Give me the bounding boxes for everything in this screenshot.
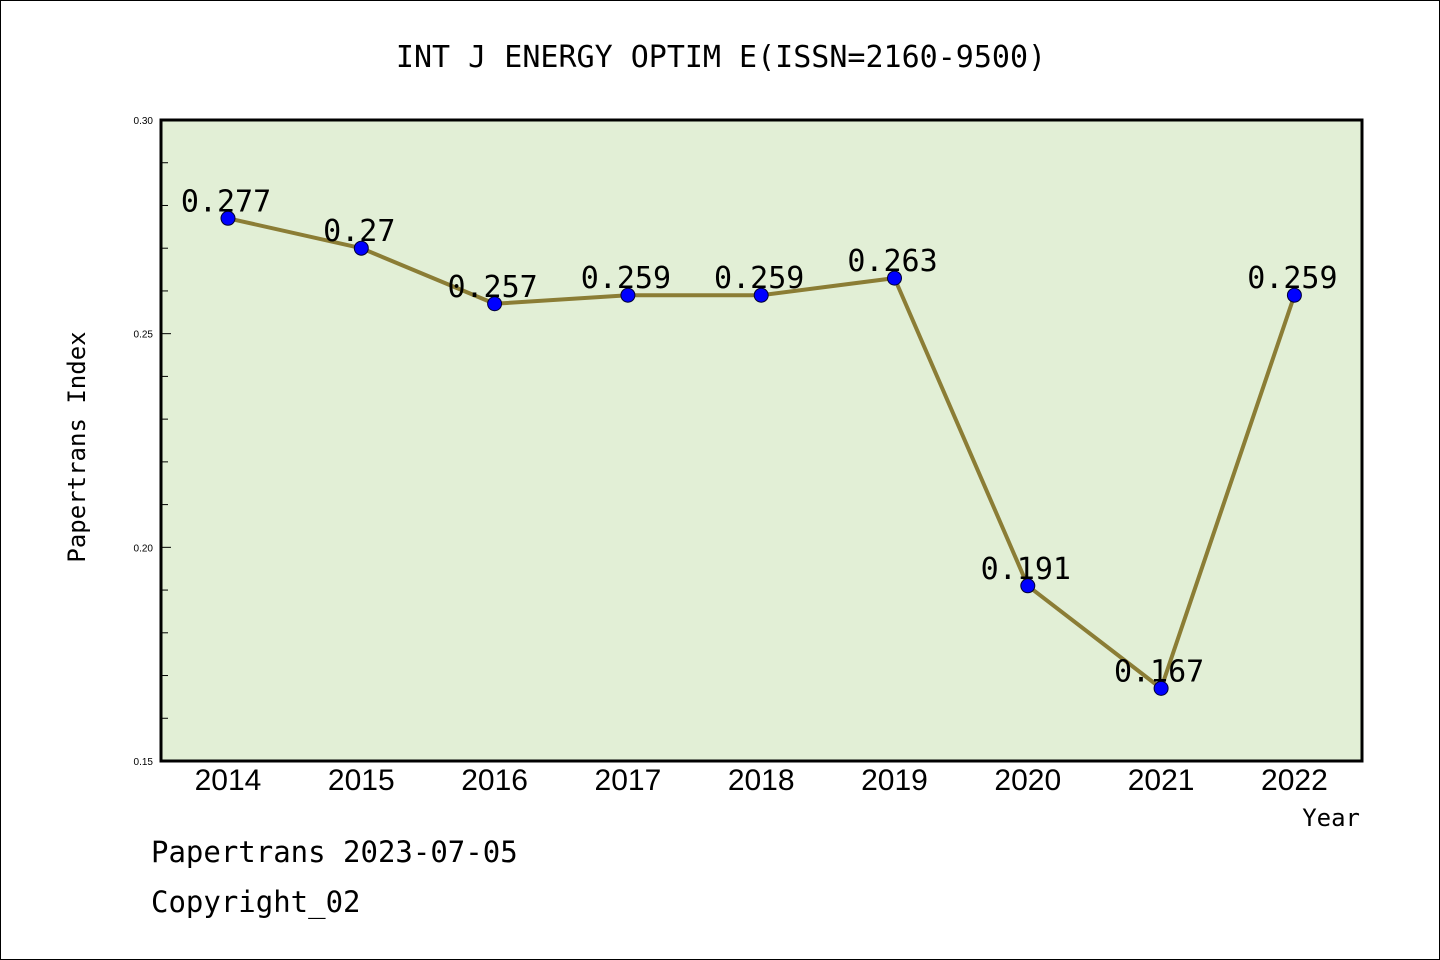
y-tick-label: 0.15 — [134, 757, 154, 768]
y-axis-tick-labels: 0.15 0.20 0.25 0.30 — [134, 116, 154, 768]
data-point-marker — [753, 287, 769, 303]
data-point-marker — [887, 270, 902, 286]
data-point-marker — [1286, 287, 1302, 303]
data-point-marker — [487, 296, 503, 312]
x-axis-label: Year — [1302, 804, 1360, 832]
x-tick-label: 2014 — [195, 764, 262, 797]
data-label: 0.191 — [981, 552, 1071, 587]
y-tick-label: 0.20 — [134, 543, 154, 554]
data-point-marker — [1020, 578, 1036, 594]
x-tick-label: 2018 — [728, 764, 795, 797]
x-axis-tick-labels: 2014 2015 2016 2017 2018 2019 2020 2021 2022 — [195, 764, 1328, 797]
data-label: 0.263 — [847, 244, 937, 279]
footer-date: Papertrans 2023-07-05 — [151, 835, 518, 869]
x-tick-label: 2017 — [595, 764, 662, 797]
y-tick-label: 0.30 — [134, 116, 154, 127]
data-label: 0.259 — [714, 261, 804, 296]
footer-copyright: Copyright_02 — [151, 885, 361, 919]
y-tick-label: 0.25 — [134, 330, 154, 341]
x-tick-label: 2020 — [994, 764, 1061, 797]
data-label: 0.27 — [323, 214, 395, 249]
series-markers — [220, 210, 1302, 696]
x-tick-label: 2015 — [328, 764, 395, 797]
y-axis-label: Papertrans Index — [63, 331, 91, 562]
x-tick-label: 2019 — [861, 764, 928, 797]
data-label: 0.259 — [1247, 261, 1337, 296]
data-labels: 0.277 0.27 0.257 0.259 0.259 0.263 0.191 0.167 0… — [181, 184, 1338, 689]
data-point-marker — [353, 240, 369, 256]
x-tick-label: 2016 — [461, 764, 528, 797]
data-point-marker — [220, 210, 236, 226]
plot-area — [159, 118, 1364, 763]
data-label: 0.167 — [1114, 654, 1204, 689]
data-point-marker — [620, 287, 636, 303]
data-label: 0.259 — [581, 261, 671, 296]
x-tick-label: 2021 — [1128, 764, 1195, 797]
data-point-marker — [1153, 680, 1169, 696]
x-tick-label: 2022 — [1261, 764, 1328, 797]
data-label: 0.277 — [181, 184, 271, 219]
chart-title: INT J ENERGY OPTIM E(ISSN=2160-9500) — [396, 40, 1046, 75]
y-axis-ticks — [161, 162, 171, 719]
data-label: 0.257 — [447, 270, 537, 305]
